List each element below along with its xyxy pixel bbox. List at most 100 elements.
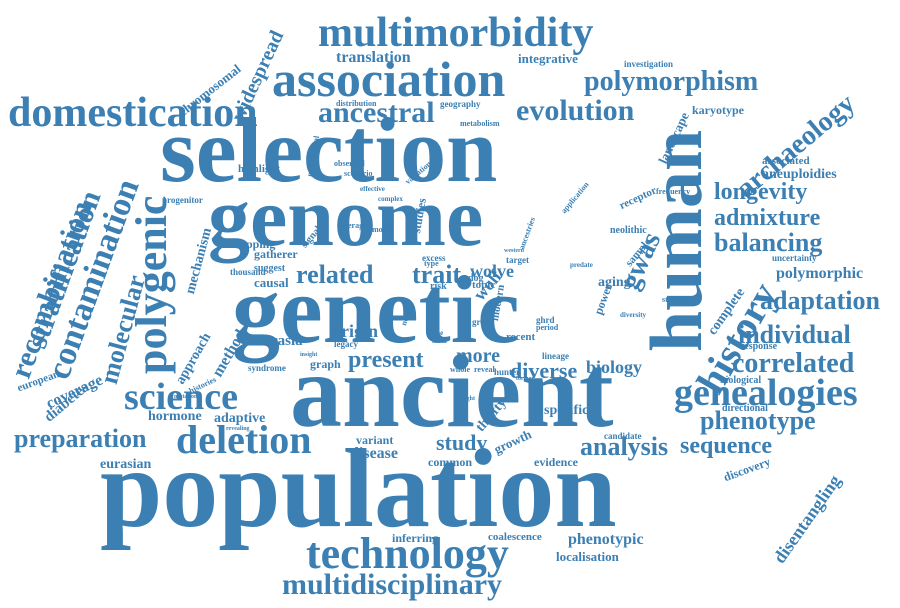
word-ghrd: ghrd (536, 315, 555, 325)
word-associated: associated (762, 155, 810, 167)
word-mutation: mutation (174, 394, 198, 400)
word-specific: specific (544, 403, 589, 418)
word-observed: observed (334, 159, 365, 168)
word-progenitor: progenitor (162, 195, 203, 205)
word-discovery: discovery (721, 454, 773, 485)
word-highlight: highlight (238, 163, 281, 175)
word-diversity: diversity (620, 311, 647, 319)
word-ancestries: ancestries (517, 215, 538, 251)
word-scenario: scenario (344, 169, 373, 178)
word-response: response (740, 341, 778, 352)
word-strongest: strongest (662, 295, 693, 304)
word-phenotype: phenotype (700, 406, 816, 435)
word-translation: translation (336, 49, 411, 66)
word-adaptive: adaptive (214, 411, 266, 426)
word-power: power (591, 281, 616, 317)
word-science: science (124, 376, 238, 418)
word-balancing: balancing (714, 228, 823, 257)
word-analysis: analysis (580, 432, 669, 461)
word-lineage: lineage (542, 351, 569, 361)
word-legacy: legacy (334, 339, 358, 349)
word-distribution: distribution (336, 99, 377, 108)
word-preparation: preparation (14, 424, 147, 453)
word-selection: selection (160, 99, 498, 201)
word-present: present (348, 347, 424, 373)
word-study: study (436, 430, 488, 455)
word-geography: geography (440, 99, 481, 109)
word-karyotype: karyotype (692, 103, 744, 117)
word-insight: insight (300, 352, 318, 358)
word-thousand: thousand (230, 267, 266, 277)
word-polymorphic: polymorphic (776, 265, 864, 282)
word-gatherer: gatherer (254, 247, 298, 261)
word-technology: technology (306, 529, 509, 578)
word-aging: aging (598, 275, 631, 290)
word-model: model (372, 225, 393, 234)
word-hunter: hunter (494, 367, 521, 377)
word-biology: biology (586, 357, 643, 377)
word-admixture: admixture (714, 205, 821, 231)
word-association: association (272, 51, 506, 107)
word-sequence: sequence (680, 433, 772, 459)
word-biological: biological (720, 375, 762, 386)
word-correlated: correlated (732, 348, 855, 379)
word-joins: joins (428, 318, 439, 323)
word-ancestral: ancestral (318, 96, 435, 129)
word-more: more (456, 345, 501, 367)
word-origin: origin (332, 321, 379, 341)
word-inferring: inferring (392, 531, 438, 545)
word-neolithic: neolithic (610, 225, 647, 236)
word-coalescence: coalescence (488, 531, 542, 543)
word-genetic: genetic (232, 256, 520, 363)
word-disease: disease (350, 445, 398, 462)
word-longevity: longevity (714, 179, 808, 205)
word-multimorbidity: multimorbidity (318, 10, 594, 56)
word-excess: excess (422, 253, 446, 263)
word-type: type (424, 259, 439, 268)
word-related: related (296, 260, 374, 289)
word-ancient: ancient (290, 334, 614, 449)
word-predate: predate (570, 261, 593, 269)
word-recent: recent (506, 331, 536, 343)
word-wolve: wolve (470, 261, 514, 281)
word-metabolism: metabolism (460, 119, 500, 128)
word-individual: individual (738, 320, 851, 349)
word-meta: meta (432, 337, 447, 345)
word-eurasian: eurasian (100, 457, 152, 472)
word-syndrome: syndrome (248, 363, 286, 373)
word-common: common (428, 455, 472, 469)
word-time: time (430, 329, 444, 337)
word-evolution: evolution (516, 94, 635, 127)
word-target: target (506, 255, 529, 265)
word-period: period (536, 323, 559, 332)
word-graph: graph (310, 357, 341, 371)
word-adaptation: adaptation (760, 286, 880, 315)
word-topic: topic (472, 279, 496, 291)
word-frequency: frequency (656, 187, 691, 196)
word-multidisciplinary: multidisciplinary (282, 568, 503, 601)
word-grey: grey (472, 317, 489, 327)
word-revealing: revealing (226, 426, 250, 432)
word-application: application (559, 180, 591, 216)
word-localisation: localisation (556, 549, 619, 564)
word-western: western (504, 248, 524, 254)
word-integrative: integrative (518, 51, 578, 66)
word-variant: variant (356, 433, 394, 447)
word-suggest: suggest (254, 263, 286, 274)
word-genealogies: genealogies (674, 372, 858, 414)
word-domestication: domestication (8, 90, 258, 136)
word-polymorphism: polymorphism (584, 66, 759, 97)
word-eurasia: eurasia (256, 333, 303, 349)
word-diverse: diverse (510, 358, 578, 383)
word-reveal: reveal (474, 365, 495, 374)
word-hormone: hormone (148, 409, 202, 424)
word-mapping: mapping (230, 237, 276, 251)
word-causal: causal (254, 275, 289, 290)
word-dog: dog (468, 273, 484, 284)
word-genome: genome (208, 171, 484, 264)
word-average: average (340, 221, 367, 230)
word-effective: effective (360, 185, 385, 193)
word-population: population (100, 427, 617, 551)
word-directional: directional (722, 403, 768, 414)
